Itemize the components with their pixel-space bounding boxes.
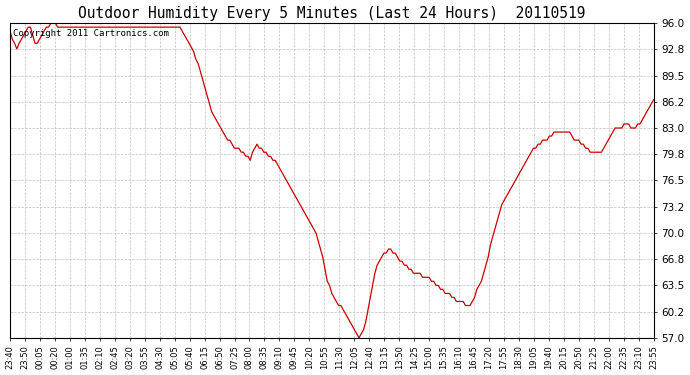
Title: Outdoor Humidity Every 5 Minutes (Last 24 Hours)  20110519: Outdoor Humidity Every 5 Minutes (Last 2… (78, 6, 586, 21)
Text: Copyright 2011 Cartronics.com: Copyright 2011 Cartronics.com (13, 29, 169, 38)
